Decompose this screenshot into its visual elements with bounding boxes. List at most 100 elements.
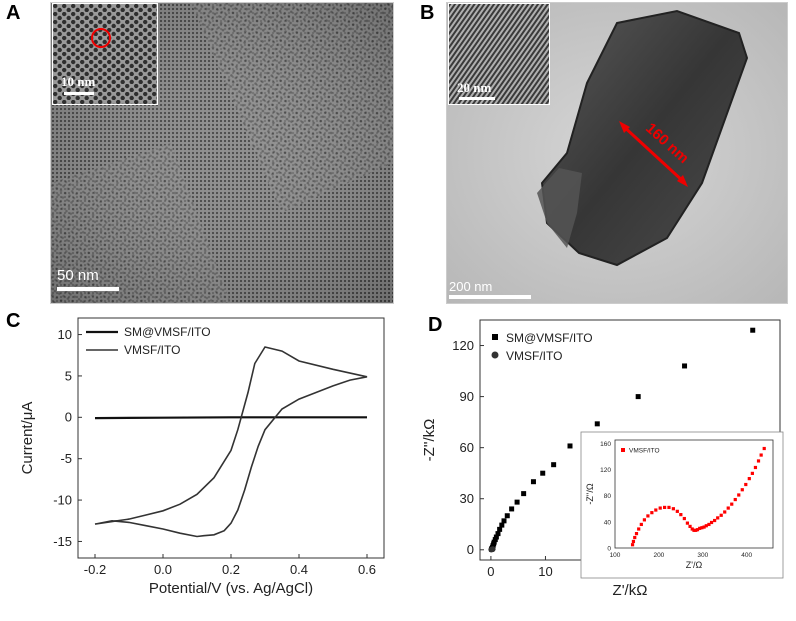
panel-d: D 010203040500306090120Z'/kΩ-Z''/kΩSM@VM… [400, 308, 796, 616]
eis-inset-point [747, 477, 751, 481]
eis-legend-swatch [492, 334, 498, 340]
eis-inset-point [679, 513, 683, 517]
eis-point-square [501, 518, 507, 524]
cv-series-line-1 [94, 416, 367, 420]
eis-legend-label: SM@VMSF/ITO [506, 331, 593, 345]
eis-inset-point [759, 453, 763, 457]
panel-c: C -0.2 0.0 0.2 0.4 0.6 -15 -10 -5 0 5 10 Potential/… [0, 308, 400, 616]
eis-inset-point [698, 526, 702, 530]
eis-inset-point [650, 511, 654, 515]
eis-inset-point [695, 528, 700, 532]
panel-d-label: D [428, 314, 443, 336]
eis-inset: 100 200 300 400 0 40 80 120 160 Z'/Ω -Z''/Ω VMSF/IT… [580, 431, 784, 579]
cv-series-line-2 [94, 346, 368, 538]
eis-inset-point [762, 446, 766, 451]
cv-y-tick-label: 5 [65, 368, 72, 383]
inset-a: 10 nm [52, 3, 158, 105]
eis-inset-point [658, 506, 662, 510]
eis-point-square [567, 443, 573, 449]
scalebar-a-text: 50 nm [57, 267, 99, 284]
eis-point-circle [490, 546, 496, 552]
cv-y-tick-label: -5 [60, 451, 72, 466]
eis-inset-point [737, 493, 741, 497]
eis-inset-y-tick-label: 160 [600, 441, 611, 448]
eis-inset-point [692, 528, 696, 532]
cv-x-tick-label: 0.6 [358, 562, 376, 577]
scalebar-b-text: 200 nm [449, 279, 492, 294]
eis-inset-point [634, 532, 639, 536]
eis-y-tick-label: 90 [460, 389, 474, 404]
tem-lattice-a [51, 3, 393, 303]
panel-b: B 160 nm [400, 0, 796, 305]
eis-inset-y-tick-label: 0 [607, 546, 611, 553]
eis-inset-x-tick-label: 100 [610, 552, 621, 559]
eis-inset-y-axis-label: -Z''/Ω [585, 483, 595, 504]
eis-inset-point [744, 482, 748, 487]
eis-inset-point [716, 516, 720, 520]
tem-image-b: 160 nm 200 nm [446, 2, 788, 304]
eis-inset-y-tick-label: 40 [604, 519, 612, 526]
eis-legend-label: VMSF/ITO [506, 349, 562, 363]
cv-legend-label: SM@VMSF/ITO [124, 325, 211, 339]
cv-x-tick-label: 0.0 [154, 562, 172, 577]
eis-point-square [497, 526, 503, 532]
nanorod-fragment [537, 168, 582, 248]
eis-inset-point [713, 518, 717, 523]
eis-inset-point [685, 521, 690, 525]
eis-inset-point [662, 505, 667, 510]
eis-point-square [491, 539, 497, 545]
eis-point-square [499, 522, 505, 528]
eis-inset-x-tick-label: 300 [697, 552, 708, 559]
eis-point-square [635, 394, 641, 400]
eis-inset-point [730, 502, 734, 506]
eis-y-tick-label: 0 [467, 542, 474, 557]
inset-a-scalebar-line [64, 92, 94, 95]
panel-b-label: B [420, 2, 435, 24]
eis-inset-point [646, 514, 650, 518]
eis-inset-point [750, 471, 754, 475]
eis-point-square [493, 534, 499, 540]
scalebar-a-line [57, 287, 119, 291]
cv-y-tick-label: 10 [58, 327, 72, 342]
eis-inset-x-axis-label: Z'/Ω [686, 560, 703, 570]
eis-inset-point [667, 505, 671, 510]
eis-inset-point [682, 516, 686, 521]
eis-inset-point [633, 535, 637, 540]
eis-chart: 010203040500306090120Z'/kΩ-Z''/kΩSM@VMSF… [421, 319, 784, 599]
eis-point-square [509, 506, 515, 512]
eis-inset-point [704, 524, 708, 528]
eis-point-square [594, 421, 600, 427]
scalebar-a: 50 nm [57, 267, 119, 291]
tem-rod-b: 160 nm [447, 3, 787, 303]
inset-a-lattice: 10 nm [53, 4, 157, 104]
eis-x-tick-label: 0 [487, 564, 494, 579]
eis-point-square [750, 327, 756, 333]
eis-point-square [540, 470, 546, 476]
eis-inset-point [723, 510, 727, 514]
eis-inset-point [637, 527, 641, 531]
eis-legend-swatch [491, 351, 499, 359]
eis-inset-y-tick-label: 120 [600, 467, 611, 474]
cv-y-axis-label: Current/μA [19, 402, 36, 475]
eis-inset-point [671, 507, 675, 511]
eis-inset-point [740, 488, 744, 492]
inset-b-scalebar-text: 20 nm [457, 80, 491, 95]
eis-y-tick-label: 30 [460, 491, 474, 506]
eis-inset-x-tick-label: 400 [741, 552, 752, 559]
eis-inset-frame [614, 439, 774, 549]
eis-x-axis-label: Z'/kΩ [613, 582, 648, 599]
eis-inset-point [694, 528, 698, 532]
cv-x-tick-label: -0.2 [84, 562, 106, 577]
eis-y-tick-label: 60 [460, 440, 474, 455]
eis-inset-y-tick-label: 80 [604, 493, 612, 500]
eis-inset-x-tick-label: 200 [653, 552, 664, 559]
cv-x-axis-label: Potential/V (vs. Ag/AgCl) [149, 580, 313, 597]
eis-inset-point [675, 509, 679, 513]
eis-point-square [682, 363, 688, 369]
inset-b: 20 nm [448, 3, 550, 105]
eis-inset-legend-label: VMSF/ITO [629, 448, 660, 455]
eis-point-square [495, 531, 501, 537]
eis-point-square [521, 491, 527, 497]
eis-point-square [514, 499, 520, 505]
cv-y-tick-label: -15 [53, 534, 72, 549]
